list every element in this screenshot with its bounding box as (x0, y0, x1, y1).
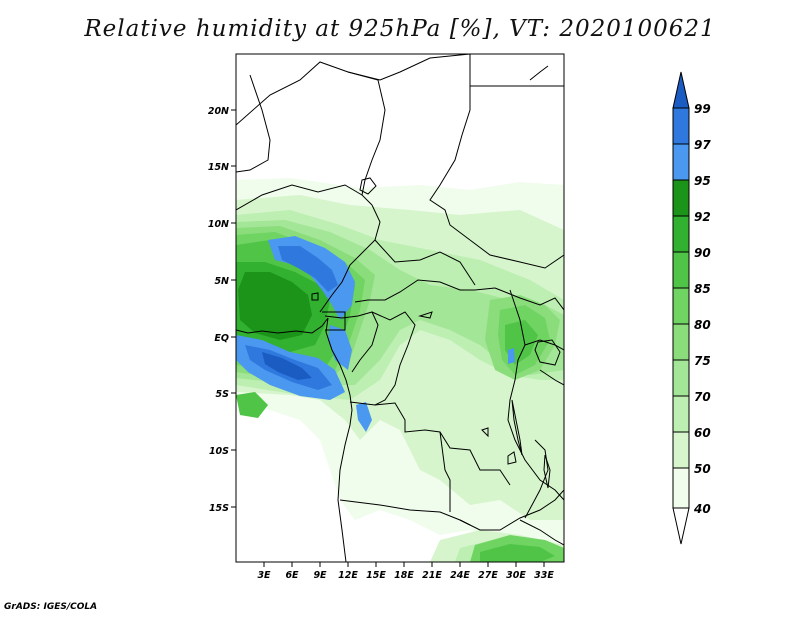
border-angola-zambia (439, 431, 451, 512)
lon-label-21e: 21E (422, 570, 442, 581)
lon-label-27e: 27E (478, 570, 498, 581)
colorbar-swatch-95-97 (672, 143, 690, 181)
longitude-axis (263, 562, 545, 567)
colorbar-label-97: 97 (694, 138, 711, 152)
borders-layer (236, 54, 564, 562)
lon-label-3e: 3E (257, 570, 271, 581)
rh-95-97-angola (356, 402, 372, 432)
lat-label-10s: 10S (209, 446, 229, 457)
colorbar-swatch-80-85 (672, 287, 690, 325)
colorbar-label-80: 80 (694, 318, 711, 332)
border-car-south (354, 279, 496, 303)
lon-label-18e: 18E (394, 570, 414, 581)
colorbar-swatch-90-92 (672, 215, 690, 253)
latitude-axis (231, 109, 236, 508)
border-zambia-south (459, 489, 564, 531)
border-sudan-south (469, 239, 564, 269)
colorbar-swatch-92-95 (672, 179, 690, 217)
colorbar-label-70: 70 (694, 390, 711, 404)
small-lake-1 (418, 311, 433, 319)
border-uganda-kenya (524, 339, 564, 351)
border-niger-nigeria (236, 184, 363, 211)
colorbar-swatch-70-75 (672, 359, 690, 397)
border-chad-car (374, 239, 476, 286)
lon-label-15e: 15E (366, 570, 386, 581)
lat-label-eq: EQ (214, 333, 229, 344)
colorbar-label-95: 95 (694, 174, 711, 188)
humidity-field (236, 178, 564, 562)
map-title: Relative humidity at 925hPa [%], VT: 202… (84, 16, 716, 42)
bioko-island (311, 292, 319, 301)
rh-85-90-southwest (236, 392, 268, 418)
border-sahara-north (236, 54, 471, 126)
rh-92-95-area (238, 272, 312, 340)
lon-label-33e: 33E (534, 570, 554, 581)
colorbar-swatch-60-70 (672, 395, 690, 433)
lat-label-15n: 15N (208, 162, 229, 173)
coastline-west (236, 317, 353, 562)
lat-label-10n: 10N (208, 219, 229, 230)
lake-malawi (543, 454, 551, 489)
colorbar-label-40: 40 (693, 502, 711, 516)
colorbar-swatch-50-60 (672, 431, 690, 469)
longitude-labels: 3E 6E 9E 12E 15E 18E 21E 24E 27E 30E 33E (257, 570, 554, 581)
border-drc-angola (349, 401, 511, 486)
colorbar-top-arrow (672, 71, 690, 109)
colorbar-swatch-40-50 (672, 467, 690, 509)
rh-95-97-gabon (328, 325, 352, 370)
lon-label-6e: 6E (285, 570, 299, 581)
border-east-africa (507, 289, 564, 501)
border-congo-drc (371, 311, 416, 406)
colorbar-label-60: 60 (694, 426, 711, 440)
border-niger-chad (347, 71, 386, 206)
lake-chad (359, 177, 377, 195)
border-libya-chad (429, 54, 471, 241)
border-nigeria-cameroon (319, 204, 381, 313)
colorbar-label-75: 75 (694, 354, 711, 368)
colorbar-swatch-75-80 (672, 323, 690, 361)
colorbar: 99 97 95 92 90 85 80 75 70 60 50 40 (672, 71, 711, 545)
lat-label-20n: 20N (208, 106, 229, 117)
border-tanzania (539, 369, 564, 386)
border-eq-guinea (322, 311, 346, 331)
latitude-labels: 20N 15N 10N 5N EQ 5S 10S 15S (208, 106, 229, 514)
lat-label-5n: 5N (214, 276, 229, 287)
colorbar-bottom-arrow (672, 507, 690, 545)
lon-label-9e: 9E (313, 570, 327, 581)
colorbar-label-99: 99 (694, 102, 711, 116)
rh-85-90-south (480, 544, 555, 562)
colorbar-label-85: 85 (694, 282, 711, 296)
lon-label-24e: 24E (450, 570, 470, 581)
border-mozambique (519, 519, 564, 546)
lat-label-5s: 5S (216, 389, 230, 400)
colorbar-label-90: 90 (694, 246, 711, 260)
colorbar-label-50: 50 (694, 462, 711, 476)
small-lake-3 (507, 451, 517, 465)
colorbar-swatch-85-90 (672, 251, 690, 289)
rh-95-97-lake (508, 348, 515, 364)
lon-label-12e: 12E (338, 570, 358, 581)
border-mali-niger (236, 74, 271, 173)
colorbar-swatch-97-99 (672, 107, 690, 145)
lat-label-15s: 15S (209, 503, 229, 514)
small-lake-2 (481, 427, 489, 438)
rh-97-99-cameroon (278, 246, 338, 292)
rh-99-plus-coast (262, 352, 312, 380)
lake-tanganyika (511, 399, 523, 456)
grads-credit: GrADS: IGES/COLA (4, 602, 98, 612)
colorbar-label-92: 92 (694, 210, 711, 224)
map-frame (235, 53, 565, 563)
lake-victoria (534, 339, 561, 366)
lon-label-30e: 30E (506, 570, 526, 581)
red-sea-coast (529, 65, 549, 81)
border-malawi (524, 439, 549, 519)
